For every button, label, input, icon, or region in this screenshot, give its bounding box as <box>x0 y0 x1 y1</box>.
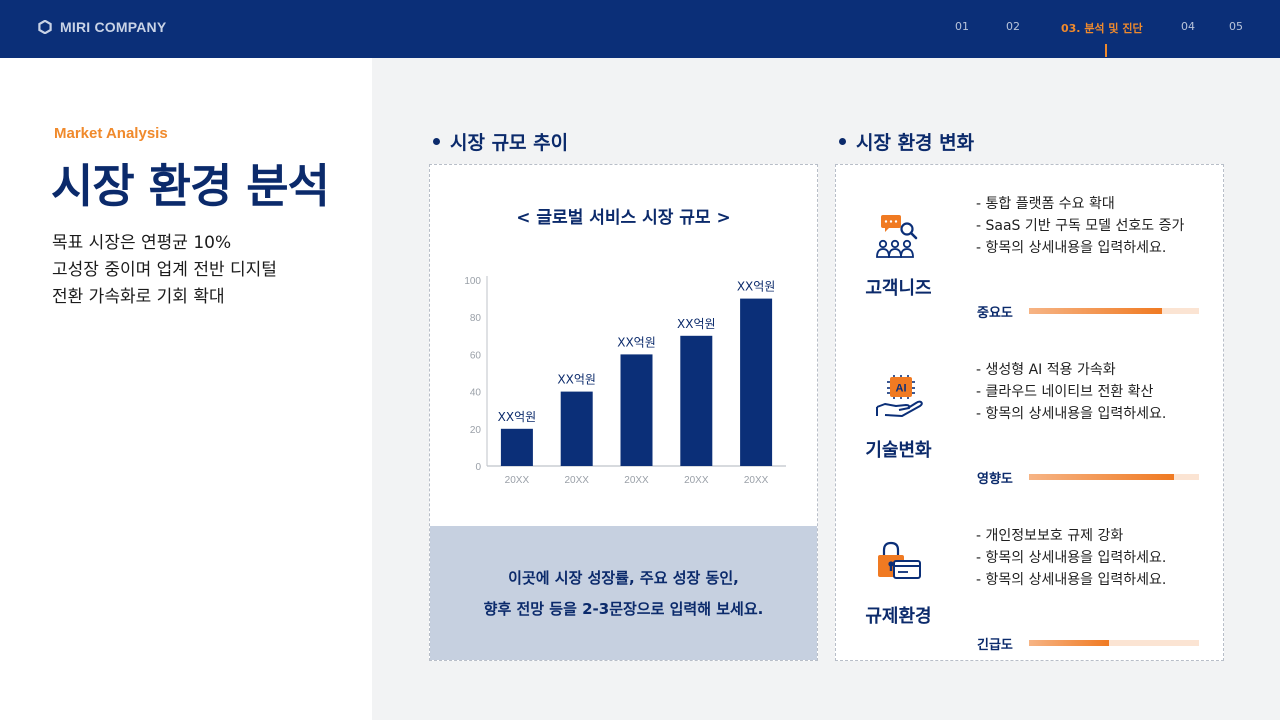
top-bar: MIRI COMPANY 01 02 03. 분석 및 진단 04 05 <box>0 0 1280 58</box>
x-tick-label: 20XX <box>744 475 769 486</box>
meter-fill <box>1029 474 1174 480</box>
bar <box>560 391 593 466</box>
bar-data-label: XX억원 <box>617 335 656 349</box>
importance-meter <box>1029 308 1199 314</box>
chart-title: < 글로벌 서비스 시장 규모 > <box>516 208 731 228</box>
environment-item-customer-needs: 고객니즈 - 통합 플랫폼 수요 확대 - SaaS 기반 구독 모델 선호도 … <box>836 165 1223 331</box>
market-size-heading: 시장 규모 추이 <box>433 128 568 155</box>
market-environment-card: 고객니즈 - 통합 플랫폼 수요 확대 - SaaS 기반 구독 모델 선호도 … <box>835 164 1224 661</box>
market-environment-heading-text: 시장 환경 변화 <box>856 132 975 154</box>
environment-item-technology: AI 기술변화 - 생성형 AI 적용 가속화 - 클라우드 네이티브 전환 확… <box>836 331 1223 497</box>
page-title: 시장 환경 분석 <box>51 159 330 213</box>
nav-item-02[interactable]: 02 <box>1006 20 1020 33</box>
market-chart-card: < 글로벌 서비스 시장 규모 > 0 20 40 60 80 100 XX억원 20XX XX… <box>429 164 818 661</box>
environment-item-bullets: - 통합 플랫폼 수요 확대 - SaaS 기반 구독 모델 선호도 증가 - … <box>976 193 1216 259</box>
bullet-dot-icon <box>433 138 440 145</box>
meter-label: 긴급도 <box>977 638 1013 653</box>
customer-needs-icon <box>876 215 918 258</box>
impact-meter <box>1029 474 1199 480</box>
meter-label: 중요도 <box>977 306 1013 321</box>
nav-item-03-active[interactable]: 03. 분석 및 진단 <box>1061 22 1143 35</box>
bar-data-label: XX억원 <box>677 317 716 331</box>
bar-data-label: XX억원 <box>498 410 537 424</box>
meter-fill <box>1029 640 1109 646</box>
brand-name: MIRI COMPANY <box>60 19 167 35</box>
bullet-text: - 클라우드 네이티브 전환 확산 <box>976 384 1154 400</box>
bullet-text: - 통합 플랫폼 수요 확대 <box>976 196 1115 212</box>
y-tick-label: 0 <box>475 462 481 473</box>
urgency-meter <box>1029 640 1199 646</box>
hexagon-logo-icon <box>38 20 52 34</box>
bullet-text: - 항목의 상세내용을 입력하세요. <box>976 240 1167 256</box>
meter-fill <box>1029 308 1162 314</box>
bullet-text: - 항목의 상세내용을 입력하세요. <box>976 572 1167 588</box>
bar <box>740 298 773 466</box>
environment-item-label: 고객니즈 <box>865 278 932 299</box>
market-size-bar-chart: 0 20 40 60 80 100 XX억원 20XX XX억원 20XX XX억원 20XX XX억원… <box>464 276 786 486</box>
x-tick-label: 20XX <box>624 475 649 486</box>
brand-logo[interactable]: MIRI COMPANY <box>38 19 166 35</box>
ai-technology-icon: AI <box>876 375 923 417</box>
x-tick-label: 20XX <box>564 475 589 486</box>
regulation-lock-icon <box>878 541 921 579</box>
nav-item-04[interactable]: 04 <box>1181 20 1195 33</box>
bullet-text: - SaaS 기반 구독 모델 선호도 증가 <box>976 218 1185 234</box>
y-tick-label: 40 <box>470 388 482 399</box>
chart-note-line: 향후 전망 등을 2-3문장으로 입력해 보세요. <box>483 600 764 618</box>
environment-item-label: 기술변화 <box>865 440 932 461</box>
bar <box>620 354 653 466</box>
section-eyebrow: Market Analysis <box>54 125 168 142</box>
summary-line: 고성장 중이며 업계 전반 디지털 <box>52 260 277 280</box>
nav-item-01[interactable]: 01 <box>955 20 969 33</box>
svg-text:AI: AI <box>896 383 907 395</box>
environment-item-label: 규제환경 <box>865 606 932 627</box>
x-tick-label: 20XX <box>505 475 530 486</box>
market-size-heading-text: 시장 규모 추이 <box>450 132 569 154</box>
environment-item-bullets: - 생성형 AI 적용 가속화 - 클라우드 네이티브 전환 확산 - 항목의 … <box>976 359 1216 425</box>
bullet-text: - 생성형 AI 적용 가속화 <box>976 362 1116 378</box>
summary-line: 목표 시장은 연평균 10% <box>52 233 232 253</box>
bullet-text: - 개인정보보호 규제 강화 <box>976 528 1124 544</box>
environment-item-bullets: - 개인정보보호 규제 강화 - 항목의 상세내용을 입력하세요. - 항목의 … <box>976 525 1216 591</box>
market-environment-heading: 시장 환경 변화 <box>839 128 974 155</box>
section-nav: 01 02 03. 분석 및 진단 04 05 <box>0 20 1280 40</box>
intro-panel <box>0 58 372 720</box>
bullet-text: - 항목의 상세내용을 입력하세요. <box>976 550 1167 566</box>
y-tick-label: 20 <box>470 425 482 436</box>
chart-note-line: 이곳에 시장 성장률, 주요 성장 동인, <box>508 569 739 587</box>
summary-line: 전환 가속화로 기회 확대 <box>52 287 225 307</box>
bullet-text: - 항목의 상세내용을 입력하세요. <box>976 406 1167 422</box>
bar <box>680 335 713 466</box>
environment-item-regulation: 규제환경 - 개인정보보호 규제 강화 - 항목의 상세내용을 입력하세요. -… <box>836 497 1223 663</box>
nav-item-05[interactable]: 05 <box>1229 20 1243 33</box>
y-tick-label: 100 <box>464 276 481 287</box>
active-nav-indicator <box>1105 44 1107 57</box>
bar-data-label: XX억원 <box>557 373 596 387</box>
chart-note: 이곳에 시장 성장률, 주요 성장 동인, 향후 전망 등을 2-3문장으로 입… <box>430 526 817 660</box>
y-tick-label: 60 <box>470 350 482 361</box>
bullet-dot-icon <box>839 138 846 145</box>
y-tick-label: 80 <box>470 313 482 324</box>
intro-summary: 목표 시장은 연평균 10% 고성장 중이며 업계 전반 디지털 전환 가속화로… <box>52 230 352 311</box>
bar <box>500 428 533 466</box>
meter-label: 영향도 <box>977 472 1013 487</box>
x-tick-label: 20XX <box>684 475 709 486</box>
bar-data-label: XX억원 <box>737 280 776 294</box>
